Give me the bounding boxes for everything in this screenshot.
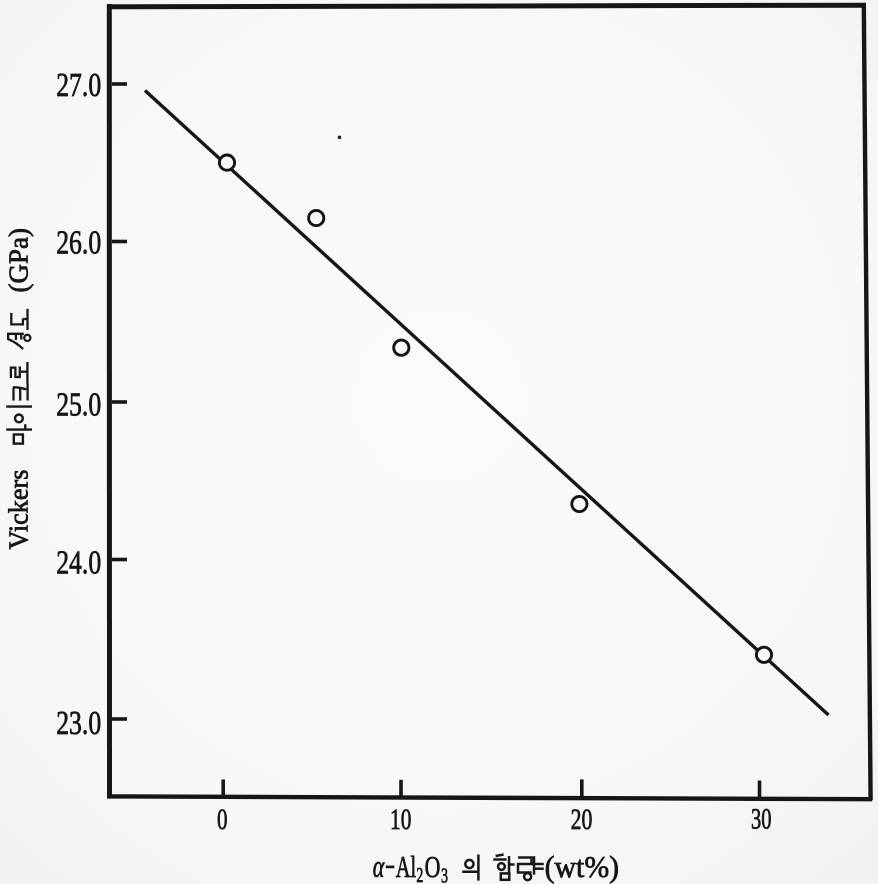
svg-text:2: 2 [416, 863, 423, 884]
svg-text:27.0: 27.0 [56, 67, 101, 104]
svg-text:0: 0 [217, 804, 228, 836]
svg-text:24.0: 24.0 [56, 544, 101, 581]
svg-text:(wt%): (wt%) [545, 849, 620, 884]
svg-text:23.0: 23.0 [56, 705, 101, 742]
svg-text:Vickers: Vickers [4, 470, 34, 550]
svg-text:30: 30 [751, 804, 772, 836]
svg-text:(GPa): (GPa) [4, 228, 34, 293]
svg-text:20: 20 [571, 804, 593, 836]
svg-text:Al: Al [396, 849, 416, 884]
svg-text:25.0: 25.0 [56, 387, 101, 424]
svg-text:10: 10 [390, 804, 411, 836]
svg-text:26.0: 26.0 [56, 225, 101, 262]
svg-text:O: O [425, 849, 441, 884]
svg-text:α: α [373, 849, 385, 884]
svg-text:3: 3 [441, 864, 448, 884]
